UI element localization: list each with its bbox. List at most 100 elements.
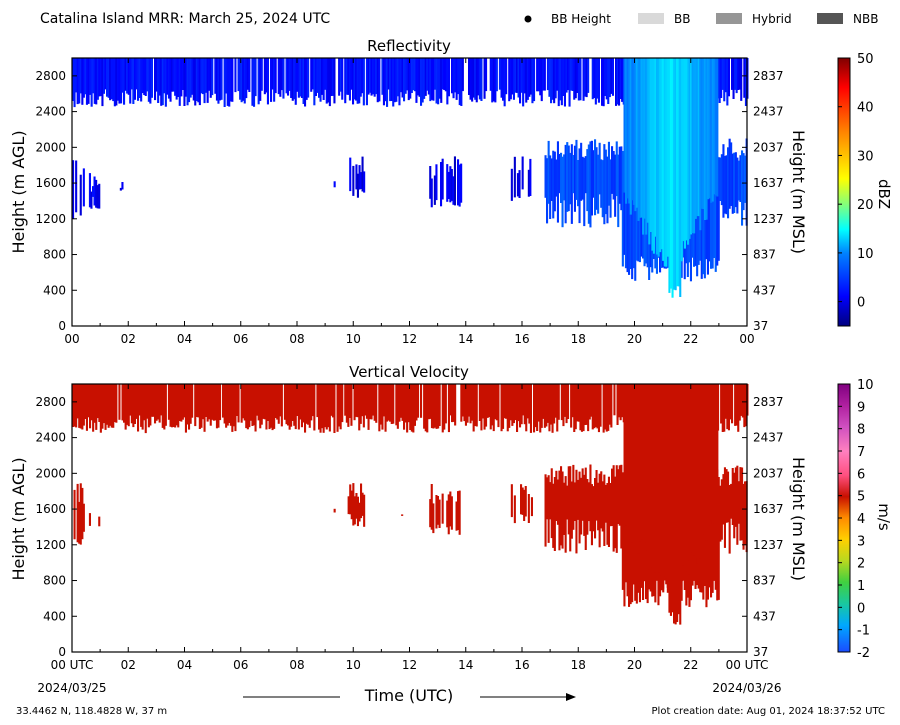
- echo-column: [363, 494, 366, 527]
- echo-column: [562, 384, 565, 427]
- echo-column: [99, 58, 102, 97]
- echo-column: [652, 384, 655, 558]
- legend-swatch: [817, 13, 843, 24]
- echo-column: [119, 187, 122, 191]
- echo-column: [740, 384, 743, 416]
- echo-column: [719, 485, 722, 542]
- y-right-tick-label: 2437: [753, 105, 784, 119]
- echo-column: [129, 384, 132, 416]
- y-right-tick-label: 2037: [753, 466, 784, 480]
- echo-column: [106, 384, 109, 425]
- echo-column: [449, 491, 452, 527]
- echo-column: [358, 384, 361, 431]
- echo-column: [657, 384, 660, 573]
- echo-column: [271, 384, 274, 431]
- echo-column: [95, 179, 98, 208]
- echo-column: [109, 384, 112, 426]
- echo-column: [396, 58, 399, 97]
- echo-column: [330, 384, 333, 416]
- echo-field: [72, 384, 749, 625]
- echo-column: [99, 384, 102, 433]
- echo-column: [75, 384, 78, 428]
- echo-column: [734, 384, 737, 426]
- echo-column: [610, 58, 613, 94]
- echo-column: [726, 58, 729, 106]
- echo-column: [693, 384, 696, 556]
- echo-column: [311, 58, 314, 90]
- echo-column: [527, 169, 530, 197]
- echo-column: [606, 483, 609, 545]
- echo-column: [593, 384, 596, 429]
- echo-column: [98, 384, 101, 422]
- echo-column: [621, 58, 624, 102]
- legend-label: Hybrid: [752, 12, 792, 26]
- echo-column: [231, 384, 234, 432]
- echo-column: [511, 384, 514, 426]
- x-tick-label: 12: [402, 658, 417, 672]
- y-right-tick-label: 37: [753, 645, 768, 659]
- echo-column: [710, 484, 713, 598]
- echo-column: [683, 384, 686, 581]
- x-tick-label: 16: [514, 658, 529, 672]
- echo-column: [82, 503, 85, 532]
- echo-column: [325, 58, 328, 104]
- echo-column: [612, 151, 615, 200]
- echo-column: [731, 468, 734, 525]
- echo-column: [742, 153, 745, 211]
- echo-column: [349, 157, 352, 192]
- echo-column: [395, 384, 398, 426]
- echo-column: [260, 58, 263, 91]
- echo-column: [296, 384, 299, 416]
- echo-column: [266, 384, 269, 421]
- echo-column: [163, 384, 166, 430]
- echo-column: [424, 384, 427, 432]
- echo-column: [610, 384, 613, 428]
- echo-column: [691, 58, 694, 233]
- echo-column: [336, 384, 339, 432]
- echo-column: [386, 384, 389, 422]
- echo-column: [720, 479, 723, 540]
- echo-column: [167, 58, 170, 99]
- echo-column: [551, 58, 554, 100]
- echo-column: [164, 58, 167, 107]
- echo-column: [652, 58, 655, 254]
- colorbar-tick-label: 3: [857, 534, 865, 549]
- echo-column: [623, 475, 626, 607]
- echo-column: [266, 58, 269, 105]
- echo-column: [744, 481, 747, 545]
- echo-column: [570, 58, 573, 91]
- echo-column: [663, 384, 666, 577]
- echo-column: [90, 384, 93, 421]
- echo-column: [587, 144, 590, 224]
- echo-column: [542, 58, 545, 91]
- echo-column: [547, 475, 550, 543]
- echo-column: [401, 58, 404, 98]
- echo-column: [673, 384, 676, 624]
- echo-column: [659, 58, 662, 253]
- echo-column: [594, 58, 597, 105]
- echo-column: [632, 384, 635, 544]
- echo-column: [523, 384, 526, 425]
- echo-column: [548, 384, 551, 432]
- echo-column: [723, 467, 726, 548]
- echo-column: [553, 384, 556, 424]
- echo-column: [560, 384, 563, 421]
- echo-column: [338, 58, 341, 96]
- echo-column: [512, 384, 515, 424]
- echo-column: [406, 58, 409, 91]
- echo-column: [348, 384, 351, 418]
- echo-column: [452, 58, 455, 99]
- echo-column: [514, 58, 517, 93]
- y-tick-label: 0: [58, 645, 66, 659]
- echo-column: [682, 384, 685, 566]
- echo-column: [138, 58, 141, 98]
- echo-column: [615, 141, 618, 197]
- echo-column: [195, 384, 198, 417]
- echo-column: [412, 384, 415, 433]
- echo-column: [115, 58, 118, 106]
- echo-column: [102, 384, 105, 424]
- x-tick-label: 22: [683, 658, 698, 672]
- end-date-label: 2024/03/26: [712, 681, 781, 695]
- echo-column: [540, 58, 543, 102]
- echo-column: [605, 384, 608, 432]
